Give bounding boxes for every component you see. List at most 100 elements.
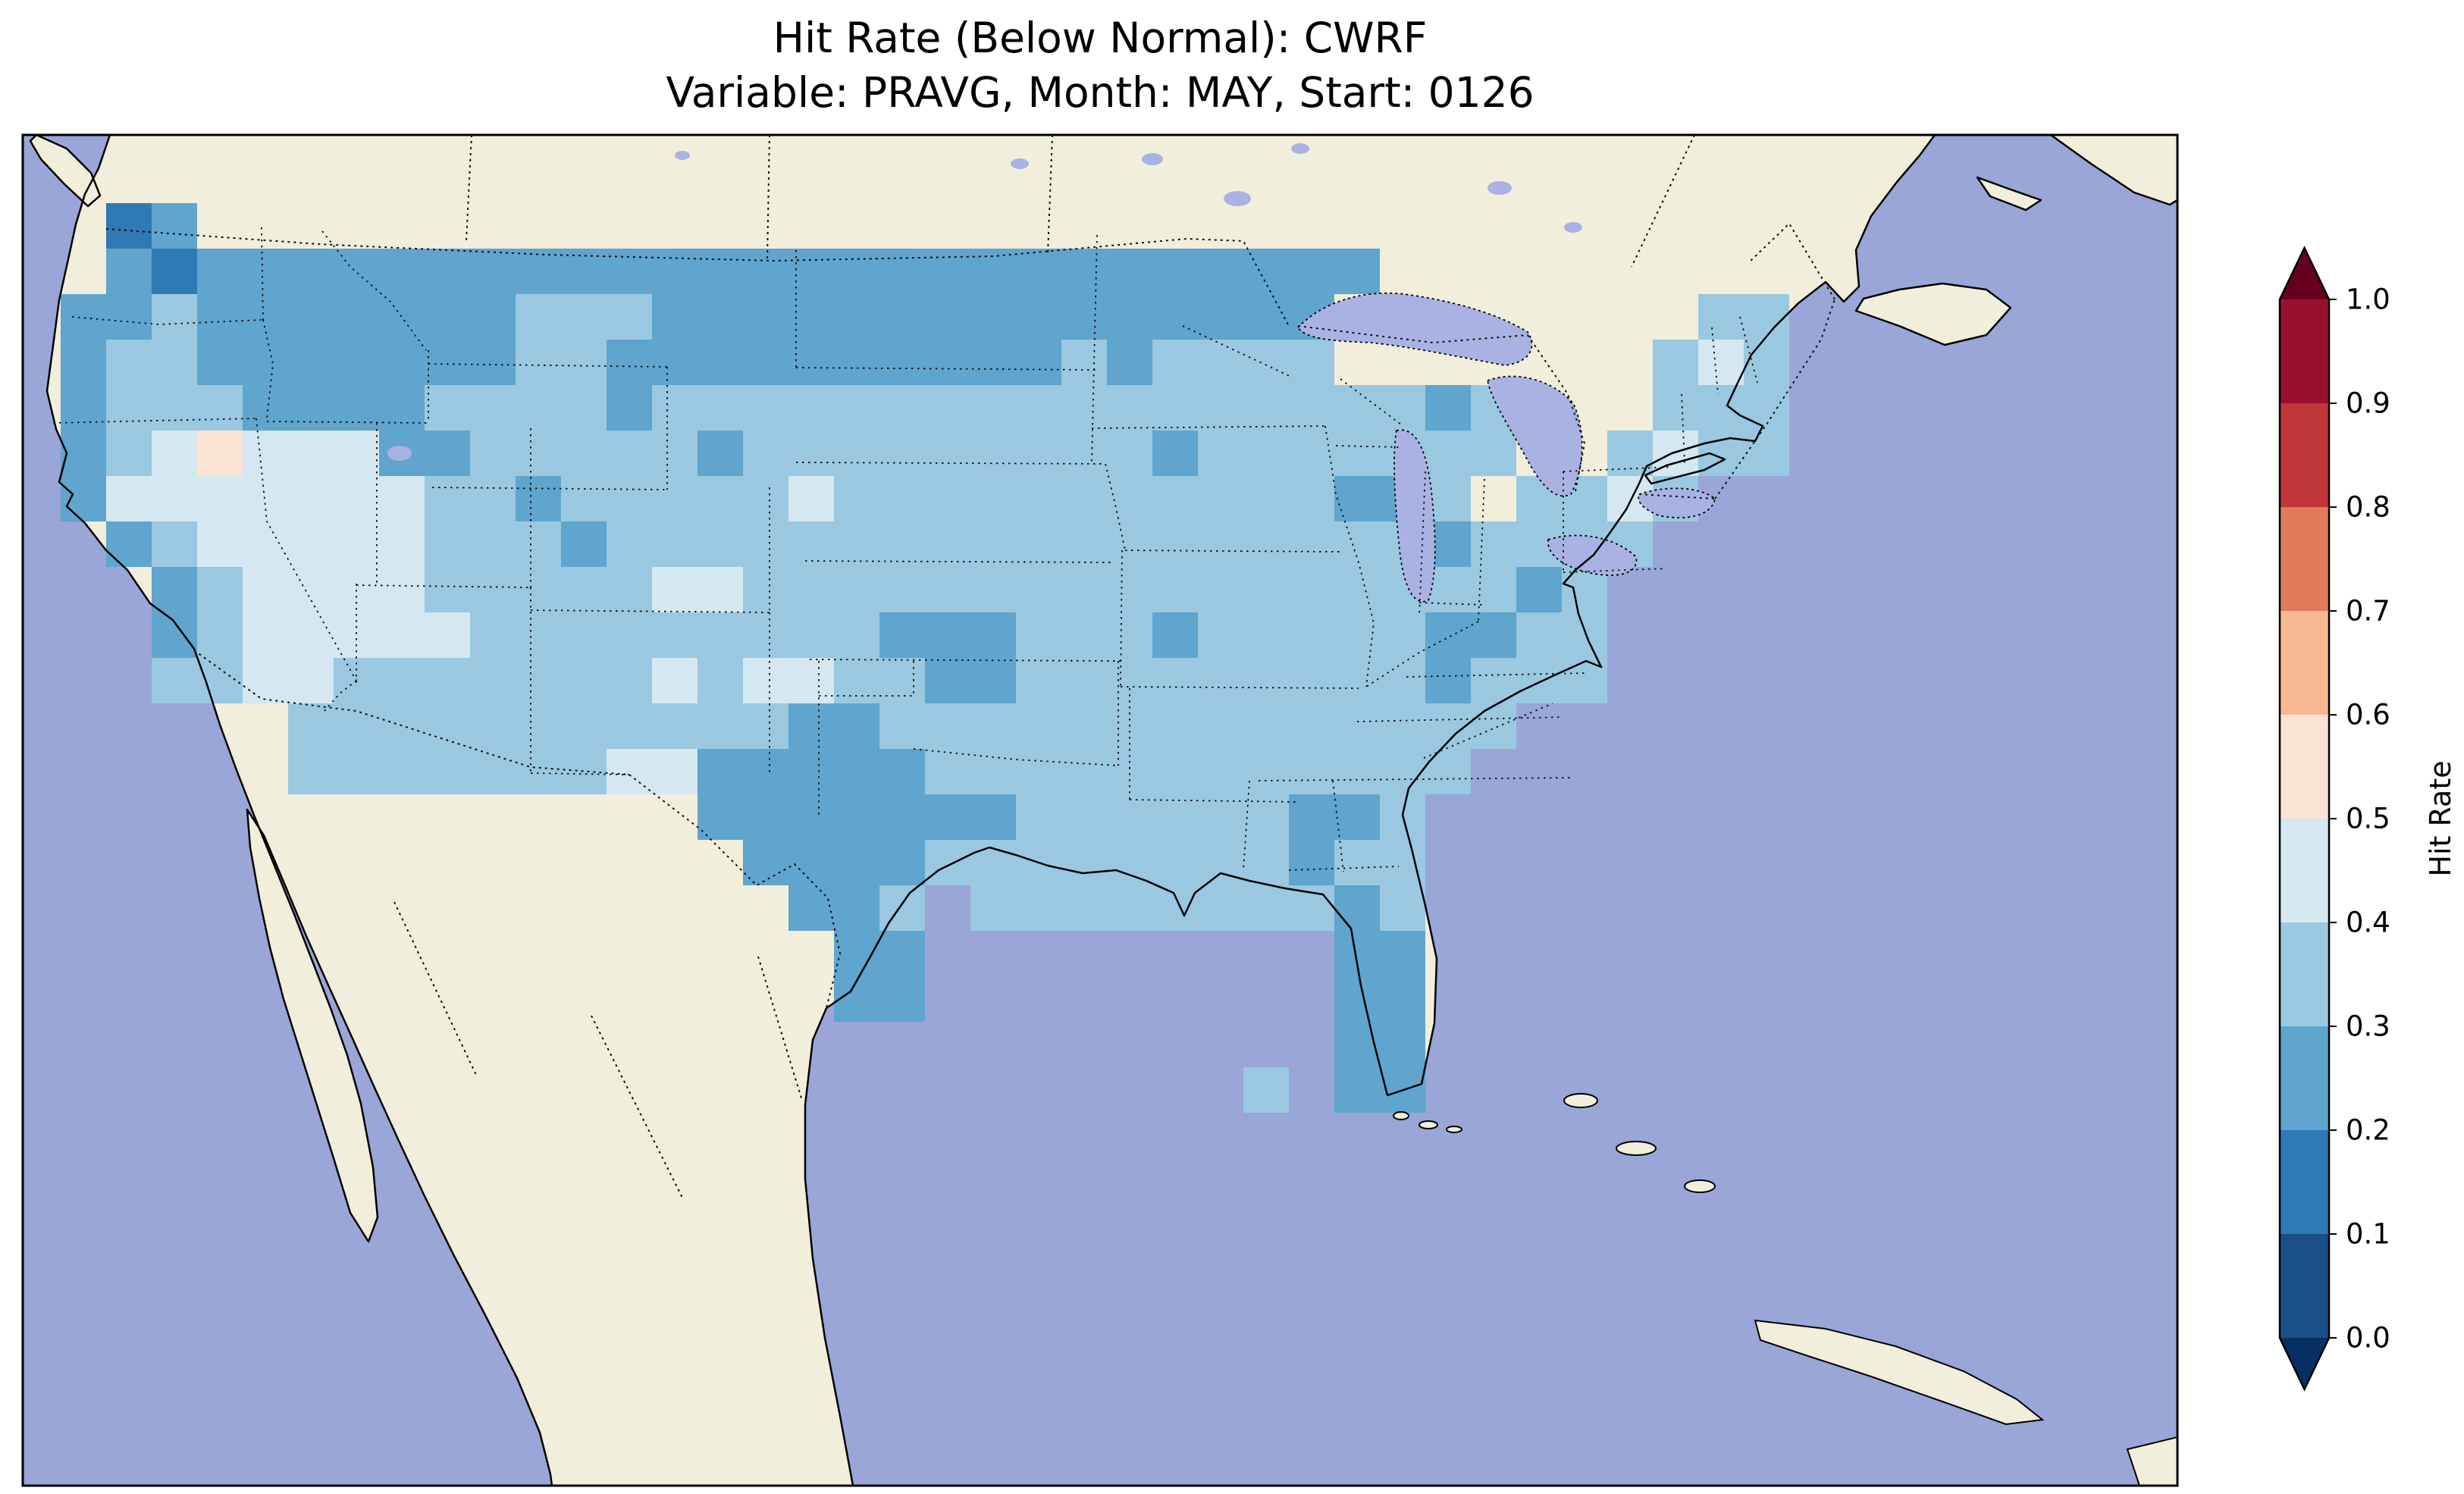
grid-cell [425,476,470,521]
grid-cell [1061,385,1107,431]
grid-cell [243,431,288,476]
bahamas-island [1684,1179,1716,1193]
grid-cell [1380,931,1425,976]
colorbar-segment [2280,1026,2329,1130]
colorbar-segment [2280,922,2329,1026]
grid-cell [288,567,334,612]
grid-cell [334,476,379,521]
grid-cell [106,476,152,521]
grid-cell [379,612,425,658]
grid-cell [698,385,743,431]
grid-cell [1425,385,1471,431]
grid-cell [152,431,197,476]
grid-cell [106,203,152,249]
grid-cell [698,249,743,294]
grid-cell [788,885,834,931]
grid-cell [1016,567,1061,612]
grid-cell [652,385,698,431]
colorbar-tick-label: 0.6 [2346,699,2390,731]
grid-cell [425,249,470,294]
grid-cell [970,476,1016,521]
colorbar-tick-label: 1.0 [2346,283,2390,316]
grid-cell [879,658,925,703]
grid-cell [1243,340,1289,385]
grid-cell [197,612,243,658]
grid-cell [152,476,197,521]
colorbar-segment [2280,403,2329,507]
grid-cell [334,340,379,385]
grid-cell [1016,476,1061,521]
grid-cell [925,294,970,340]
grid-cell [288,476,334,521]
grid-cell [1152,658,1198,703]
decor [1224,191,1251,206]
grid-cell [425,521,470,567]
grid-cell [925,340,970,385]
grid-cell [1198,567,1243,612]
map-frame [21,133,2179,1487]
grid-cell [243,385,288,431]
grid-cell [197,249,243,294]
hispaniola-corner [2126,1436,2177,1486]
grid-cell [1152,521,1198,567]
grid-cell [197,431,243,476]
grid-cell [1289,612,1334,658]
grid-cell [743,658,788,703]
grid-cell [379,521,425,567]
grid-cell [879,294,925,340]
grid-cell [879,385,925,431]
grid-cell [743,249,788,294]
colorbar-tick-label: 0.7 [2346,595,2390,628]
grid-cell [834,431,879,476]
grid-cell [197,340,243,385]
grid-cell [288,703,334,749]
grid-cell [288,749,334,794]
grid-cell [516,612,561,658]
grid-cell [1698,294,1744,340]
chart-title: Hit Rate (Below Normal): CWRF [773,14,1428,62]
grid-cell [152,567,197,612]
chart-subtitle: Variable: PRAVG, Month: MAY, Start: 0126 [666,68,1535,117]
grid-cell [879,703,925,749]
grid-cell [106,431,152,476]
grid-cell [607,340,652,385]
grid-cell [879,249,925,294]
grid-cell [788,658,834,703]
grid-cell [1289,249,1334,294]
grid-cell [1425,612,1471,658]
grid-cell [516,703,561,749]
grid-cell [470,385,516,431]
grid-cell [561,294,607,340]
grid-cell [652,249,698,294]
grid-cell [1334,749,1380,794]
grid-cell [970,794,1016,840]
grid-cell [288,340,334,385]
grid-cell [1289,794,1334,840]
grid-cell [1380,703,1425,749]
decor [1142,153,1163,165]
grid-cell [834,840,879,885]
lake-superior [1296,292,1533,366]
colorbar-tick-label: 0.5 [2346,803,2390,835]
grid-cell [1061,703,1107,749]
grid-cell [470,521,516,567]
grid-cell [1152,249,1198,294]
grid-cell [834,385,879,431]
grid-cell [970,885,1016,931]
us-canada-border [105,222,1835,500]
grid-cell [334,431,379,476]
grid-cell [288,521,334,567]
grid-cell [1289,431,1334,476]
grid-cell [516,521,561,567]
grid-cell [425,749,470,794]
grid-cell [561,249,607,294]
grid-cell [834,521,879,567]
grid-cell [1198,521,1243,567]
grid-cell [1198,476,1243,521]
grid-cell [1152,885,1198,931]
grid-cell [1334,658,1380,703]
grid-cell [1061,476,1107,521]
grid-cell [834,476,879,521]
grid-cell [1334,567,1380,612]
